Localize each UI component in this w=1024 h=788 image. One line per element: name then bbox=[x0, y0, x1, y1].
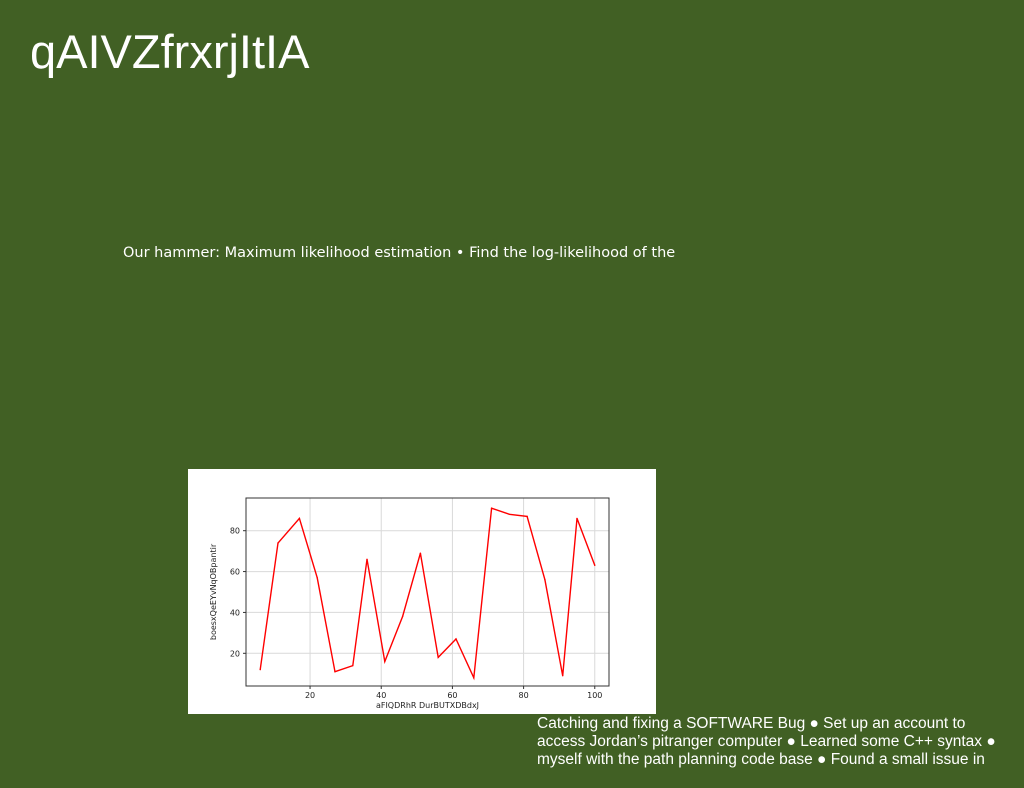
x-tick-label: 40 bbox=[376, 691, 386, 700]
data-point bbox=[366, 558, 368, 561]
notes-line: access Jordan’s pitranger computer ● Lea… bbox=[537, 733, 996, 750]
data-point bbox=[544, 579, 546, 581]
x-tick-label: 100 bbox=[587, 691, 602, 700]
y-tick-label: 60 bbox=[230, 568, 240, 577]
data-point bbox=[384, 660, 386, 663]
data-point bbox=[316, 576, 318, 579]
y-tick-label: 80 bbox=[230, 527, 240, 536]
x-tick-label: 20 bbox=[305, 691, 315, 700]
data-point bbox=[259, 668, 261, 671]
y-axis-label: boesxQeEYvNqOBpantir bbox=[209, 543, 218, 640]
chart-svg: 20 40 60 80 100 20 40 60 80 aFIQDRhR DurBUTXDBdx… bbox=[209, 497, 610, 710]
data-point bbox=[401, 615, 404, 618]
data-point bbox=[490, 507, 493, 509]
data-point bbox=[473, 677, 475, 679]
x-tick-label: 80 bbox=[518, 691, 528, 700]
slide-title: qAIVZfrxrjItIA bbox=[30, 25, 310, 78]
data-point bbox=[455, 638, 457, 640]
notes-text: Catching and fixing a SOFTWARE Bug ● Set… bbox=[537, 715, 1017, 769]
notes-line: myself with the path planning code base … bbox=[537, 751, 985, 768]
chart-ticks: 20 40 60 80 100 20 40 60 80 bbox=[230, 527, 603, 700]
data-point bbox=[419, 552, 422, 554]
notes-line: Catching and fixing a SOFTWARE Bug ● Set… bbox=[537, 715, 966, 732]
data-point bbox=[562, 675, 564, 677]
data-point bbox=[594, 564, 596, 567]
data-point bbox=[277, 542, 279, 544]
series-line bbox=[259, 507, 596, 681]
chart-points bbox=[259, 507, 596, 679]
data-point bbox=[508, 513, 511, 516]
data-point bbox=[437, 656, 439, 659]
chart-grid bbox=[246, 498, 609, 686]
y-tick-label: 40 bbox=[230, 608, 240, 617]
data-point bbox=[352, 664, 354, 667]
data-point bbox=[576, 517, 578, 520]
plot-area-frame bbox=[245, 497, 610, 687]
x-tick-label: 60 bbox=[447, 691, 457, 700]
x-axis-label: aFIQDRhR DurBUTXDBdxJ bbox=[376, 701, 479, 710]
data-point bbox=[298, 517, 301, 520]
slide-subtitle: Our hammer: Maximum likelihood estimatio… bbox=[123, 245, 676, 261]
y-tick-label: 20 bbox=[230, 649, 240, 658]
data-point bbox=[526, 515, 528, 518]
data-point bbox=[334, 670, 336, 673]
line-chart: 20 40 60 80 100 20 40 60 80 aFIQDRhR DurBUTXDBdx… bbox=[188, 469, 656, 714]
